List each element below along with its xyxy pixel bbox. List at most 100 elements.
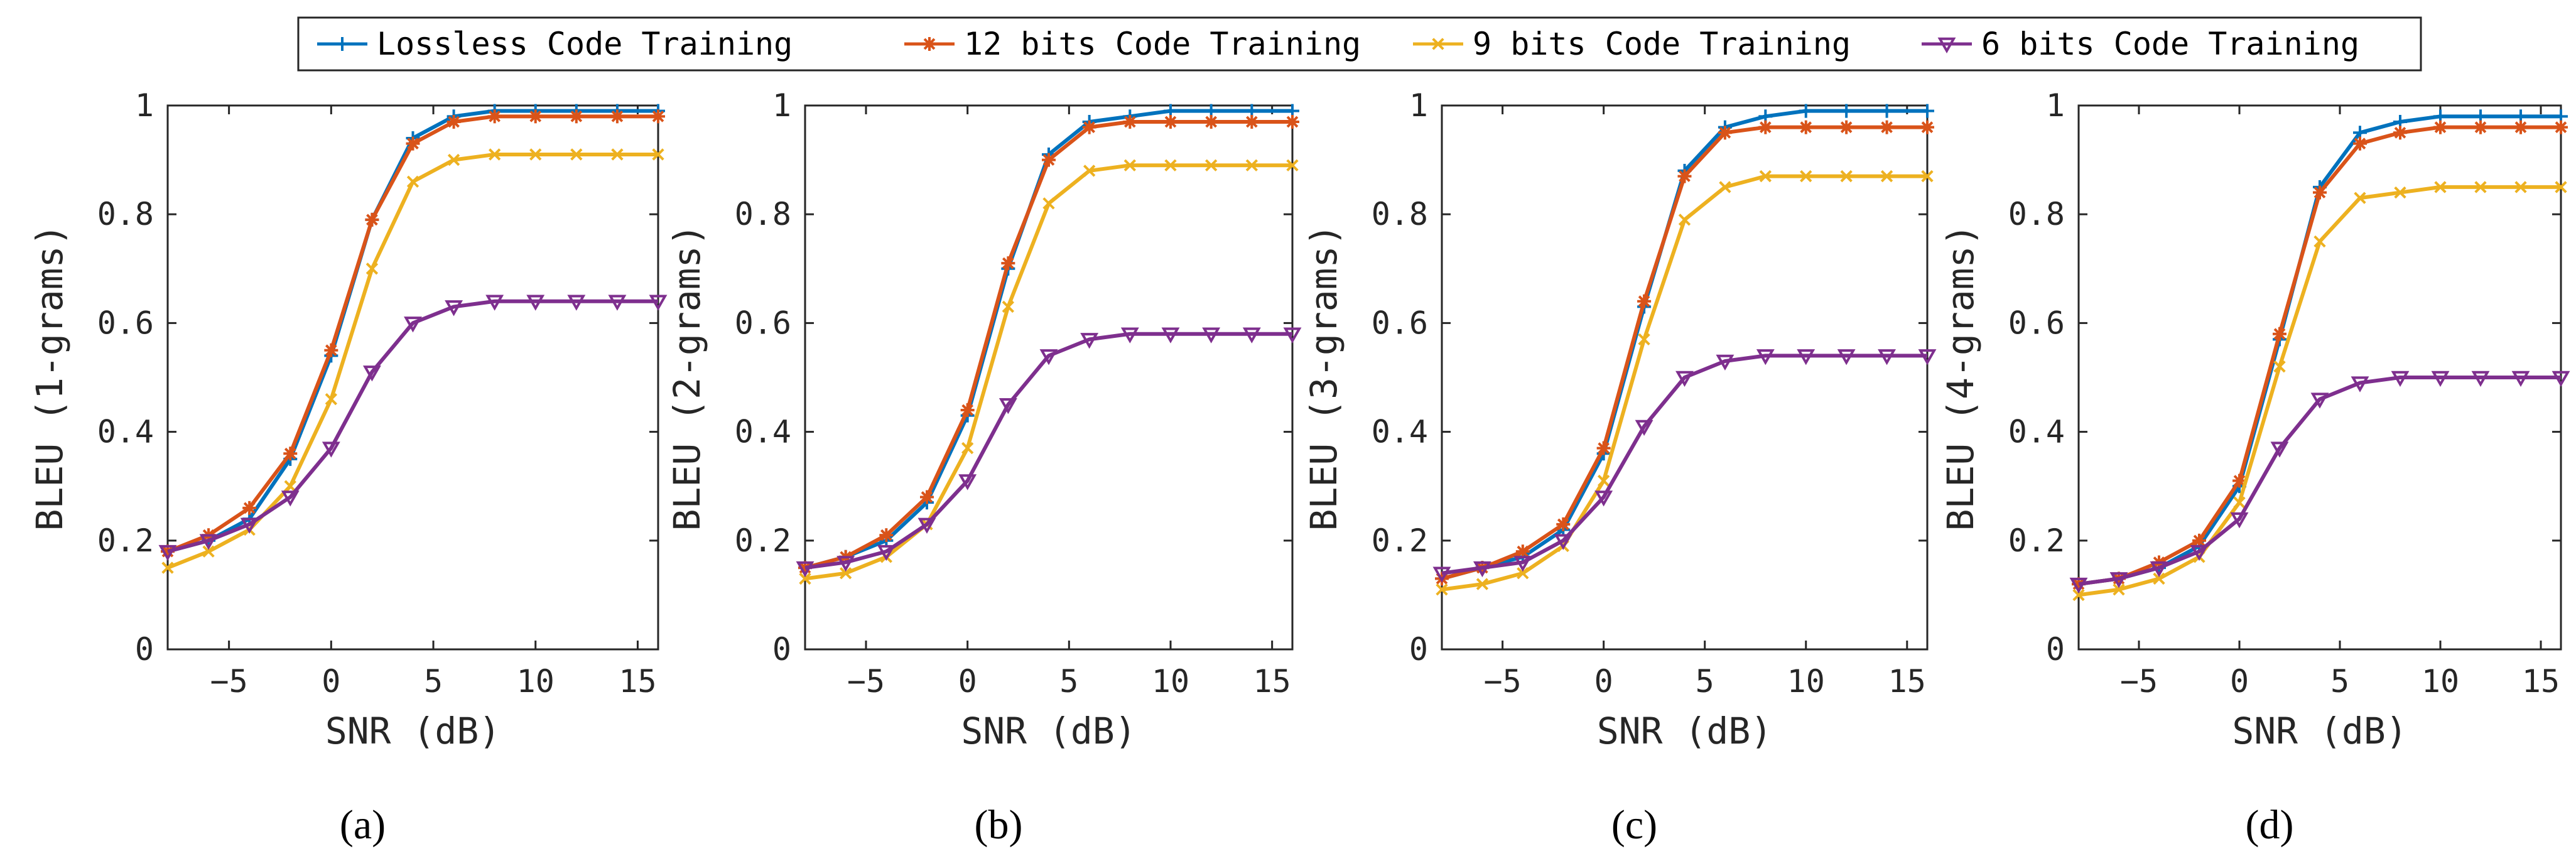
data-point-marker xyxy=(2190,544,2209,561)
data-point-marker xyxy=(2233,496,2246,509)
data-point-marker xyxy=(324,343,338,357)
x-tick-label: −5 xyxy=(847,663,885,700)
y-tick-label: 1 xyxy=(2046,87,2065,124)
data-point-marker xyxy=(1204,114,1218,129)
data-point-marker xyxy=(1283,327,1302,344)
y-tick-label: 0.4 xyxy=(2008,414,2065,450)
data-point-marker xyxy=(2230,512,2249,529)
x-tick-label: 10 xyxy=(1152,663,1189,700)
x-tick-label: 5 xyxy=(424,663,443,700)
x-tick-label: 0 xyxy=(1594,663,1613,700)
legend-label: 9 bits Code Training xyxy=(1473,26,1851,62)
data-point-marker xyxy=(1432,566,1451,583)
data-point-marker xyxy=(1205,159,1218,171)
x-tick-label: 10 xyxy=(1787,663,1825,700)
y-tick-label: 0.4 xyxy=(1372,414,1428,450)
data-point-marker xyxy=(158,544,177,561)
data-point-marker xyxy=(651,109,665,124)
data-point-marker xyxy=(2474,181,2487,193)
data-point-marker xyxy=(1596,441,1611,455)
y-tick-label: 0 xyxy=(772,631,791,668)
data-point-marker xyxy=(799,572,811,585)
data-point-marker xyxy=(567,295,586,311)
data-point-marker xyxy=(2270,441,2289,458)
data-point-marker xyxy=(2314,235,2326,248)
y-tick-label: 0.8 xyxy=(97,196,154,232)
y-tick-label: 0.8 xyxy=(2008,196,2065,232)
x-axis-label: SNR (dB) xyxy=(325,710,501,752)
y-tick-label: 1 xyxy=(772,87,791,124)
legend-box xyxy=(297,16,2422,72)
data-point-marker xyxy=(2313,185,2327,200)
x-axis-label: SNR (dB) xyxy=(961,710,1136,752)
data-point-marker xyxy=(2554,120,2568,134)
x-tick-label: 15 xyxy=(2522,663,2560,700)
y-axis-label: BLEU (1-grams) xyxy=(28,224,71,531)
data-point-marker xyxy=(1799,104,1813,118)
data-point-marker xyxy=(1245,114,1259,129)
data-point-marker xyxy=(2393,126,2407,140)
data-point-marker xyxy=(489,148,501,161)
data-point-marker xyxy=(1878,349,1897,366)
data-point-marker xyxy=(529,148,542,161)
data-point-marker xyxy=(1759,170,1772,183)
data-point-marker xyxy=(526,295,545,311)
data-point-marker xyxy=(1161,327,1180,344)
legend-item: 6 bits Code Training xyxy=(1922,26,2359,62)
data-point-marker xyxy=(836,556,855,572)
data-point-marker xyxy=(485,295,504,311)
data-point-marker xyxy=(1042,197,1055,210)
data-point-marker xyxy=(1554,534,1572,550)
chart-panel: 0 0.2 0.4 0.6 0.8 1 −5 0 5 10 15 SNR (dB) BLEU (3-gr… xyxy=(1302,87,1937,848)
data-point-marker xyxy=(1286,159,1299,171)
data-point-marker xyxy=(281,490,300,507)
y-tick-label: 1 xyxy=(1409,87,1428,124)
data-point-marker xyxy=(1718,126,1732,140)
data-point-marker xyxy=(608,295,627,311)
data-point-marker xyxy=(1756,349,1775,366)
data-point-marker xyxy=(404,317,422,333)
data-point-marker xyxy=(1758,120,1773,134)
x-tick-label: 15 xyxy=(1888,663,1926,700)
data-point-marker xyxy=(1921,170,1934,183)
data-point-marker xyxy=(325,393,337,406)
data-point-marker xyxy=(242,501,257,515)
data-point-marker xyxy=(961,441,974,455)
y-tick-label: 0 xyxy=(1409,631,1428,668)
data-point-marker xyxy=(446,114,461,129)
data-point-marker xyxy=(240,517,259,534)
data-point-marker xyxy=(917,517,936,534)
data-point-marker xyxy=(202,545,215,558)
data-point-marker xyxy=(2433,120,2447,134)
data-point-marker xyxy=(611,148,624,161)
y-tick-label: 0.6 xyxy=(97,305,154,341)
data-point-marker xyxy=(1517,567,1529,580)
panel-caption: (b) xyxy=(975,802,1023,848)
data-point-marker xyxy=(2353,136,2367,151)
y-tick-label: 0.8 xyxy=(1372,196,1428,232)
data-point-marker xyxy=(284,480,296,492)
y-axis-label: BLEU (3-grams) xyxy=(1302,224,1345,531)
data-point-marker xyxy=(998,398,1017,414)
series-path xyxy=(2078,376,2561,587)
data-point-marker xyxy=(487,109,502,124)
legend-marker-icon xyxy=(335,37,349,51)
data-point-marker xyxy=(362,366,381,382)
data-point-marker xyxy=(406,136,420,151)
data-point-marker xyxy=(879,528,894,543)
data-point-marker xyxy=(2552,371,2570,387)
data-point-marker xyxy=(2072,588,2085,602)
data-point-marker xyxy=(2394,186,2406,199)
legend-item: Lossless Code Training xyxy=(317,26,793,62)
x-tick-label: −5 xyxy=(1484,663,1522,700)
data-point-marker xyxy=(1716,354,1734,371)
data-point-marker xyxy=(2511,371,2530,387)
legend-label: Lossless Code Training xyxy=(377,26,793,62)
data-point-marker xyxy=(1719,181,1731,193)
data-point-marker xyxy=(1039,349,1058,366)
data-point-marker xyxy=(2434,181,2447,193)
x-tick-label: 15 xyxy=(619,663,656,700)
panel-caption: (a) xyxy=(340,802,386,848)
data-point-marker xyxy=(199,534,218,550)
